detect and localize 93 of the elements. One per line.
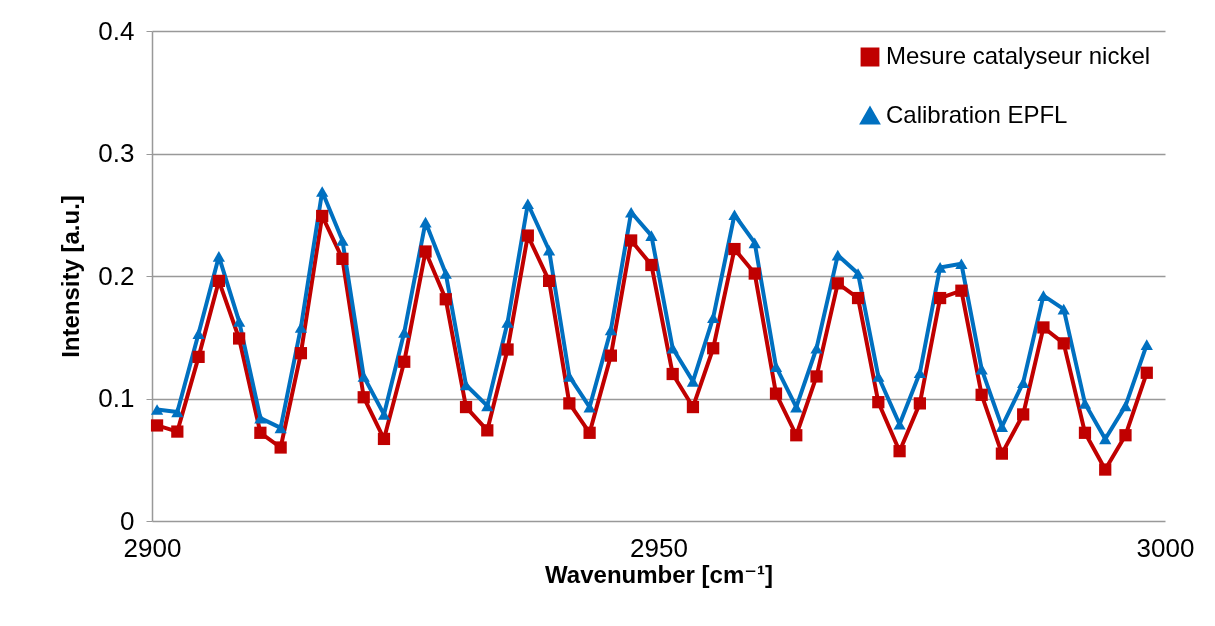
point xyxy=(625,234,638,247)
point xyxy=(645,230,658,241)
point xyxy=(419,245,432,258)
legend-label: Calibration EPFL xyxy=(886,101,1068,128)
point xyxy=(645,258,658,272)
point xyxy=(439,268,452,279)
point xyxy=(975,363,988,375)
point xyxy=(377,432,391,446)
point xyxy=(316,186,329,197)
point xyxy=(439,293,452,306)
point xyxy=(336,252,349,265)
point xyxy=(232,332,246,345)
point xyxy=(686,400,700,414)
point xyxy=(232,316,246,327)
point xyxy=(1057,303,1070,315)
point xyxy=(294,322,308,333)
point xyxy=(481,424,494,437)
point xyxy=(212,274,225,288)
point xyxy=(274,441,287,454)
point xyxy=(501,343,514,356)
y-tick-label: 0.2 xyxy=(98,260,135,291)
point xyxy=(254,426,267,439)
point xyxy=(748,237,761,249)
y-tick-label: 0.4 xyxy=(98,15,135,46)
point xyxy=(419,216,432,228)
point xyxy=(1017,377,1030,388)
point xyxy=(1119,400,1132,412)
point xyxy=(357,391,370,404)
point xyxy=(171,406,184,418)
point xyxy=(604,349,618,362)
point xyxy=(563,371,576,382)
point xyxy=(604,324,618,336)
point xyxy=(872,396,885,409)
point xyxy=(625,207,638,218)
point xyxy=(933,291,947,305)
point xyxy=(563,397,576,410)
legend-label: Mesure catalyseur nickel xyxy=(886,42,1151,69)
point xyxy=(728,242,741,256)
point xyxy=(316,209,329,223)
point xyxy=(1057,337,1070,350)
y-tick-label: 0.1 xyxy=(98,383,135,413)
point xyxy=(810,370,823,383)
point xyxy=(192,328,205,339)
point xyxy=(707,342,720,355)
point xyxy=(459,400,473,414)
point xyxy=(459,379,473,391)
point xyxy=(542,244,556,256)
point xyxy=(398,355,411,368)
point xyxy=(150,404,164,415)
point xyxy=(728,209,741,221)
point xyxy=(1140,366,1153,379)
point xyxy=(851,291,865,305)
y-tick-label: 0.3 xyxy=(98,138,135,168)
point xyxy=(851,268,865,279)
point xyxy=(521,198,534,210)
x-axis-title: Wavenumber [cm⁻¹] xyxy=(545,560,773,588)
point xyxy=(171,425,184,438)
point xyxy=(212,251,225,262)
point xyxy=(1037,321,1050,334)
point xyxy=(501,317,514,328)
point xyxy=(1078,398,1092,409)
point xyxy=(192,350,205,363)
point xyxy=(1017,408,1030,421)
point xyxy=(748,267,761,280)
point xyxy=(975,388,988,401)
y-axis-title: Intensity [a.u.] xyxy=(57,195,85,358)
point xyxy=(1140,339,1153,350)
point xyxy=(831,277,844,290)
point xyxy=(1099,463,1112,476)
point xyxy=(150,419,164,432)
x-tick-label: 3000 xyxy=(1136,532,1195,563)
point xyxy=(995,447,1009,460)
point xyxy=(294,347,308,360)
x-tick-label: 2950 xyxy=(630,532,688,563)
point xyxy=(481,400,494,412)
point xyxy=(769,361,783,372)
point xyxy=(933,262,947,273)
point xyxy=(893,445,906,458)
point xyxy=(583,426,596,439)
point xyxy=(872,371,885,382)
point xyxy=(955,258,968,270)
point xyxy=(336,235,349,246)
point xyxy=(521,229,534,242)
point xyxy=(769,387,783,400)
point xyxy=(666,367,679,381)
point xyxy=(1099,433,1112,445)
point xyxy=(790,429,803,442)
point xyxy=(1078,426,1092,439)
point xyxy=(542,274,556,288)
point xyxy=(913,397,926,410)
point xyxy=(686,376,700,387)
point xyxy=(1119,429,1132,442)
point xyxy=(955,284,968,297)
